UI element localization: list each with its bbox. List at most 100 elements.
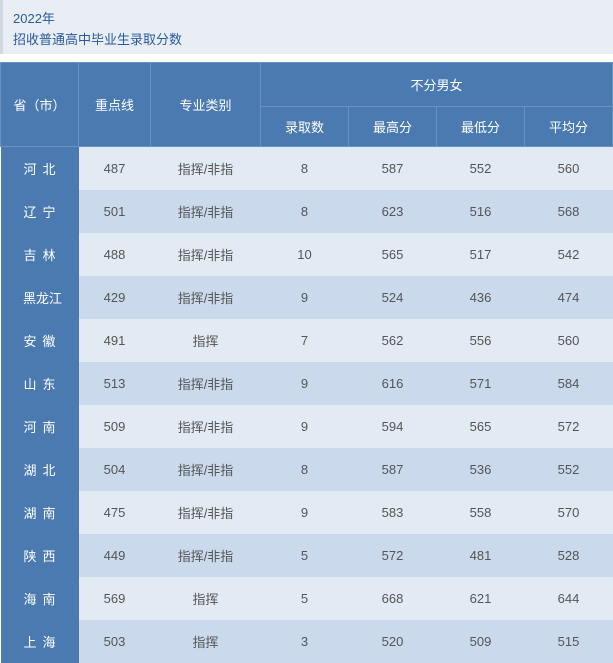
cell-min: 621 bbox=[437, 577, 525, 620]
cell-avg: 515 bbox=[525, 620, 613, 663]
cell-avg: 644 bbox=[525, 577, 613, 620]
cell-max: 565 bbox=[349, 233, 437, 276]
cell-admit: 8 bbox=[261, 190, 349, 233]
table-row: 黑龙江429指挥/非指9524436474 bbox=[1, 276, 613, 319]
cell-max: 562 bbox=[349, 319, 437, 362]
cell-major: 指挥/非指 bbox=[151, 276, 261, 319]
cell-max: 587 bbox=[349, 448, 437, 491]
table-row: 湖南475指挥/非指9583558570 bbox=[1, 491, 613, 534]
cell-avg: 560 bbox=[525, 319, 613, 362]
cell-avg: 568 bbox=[525, 190, 613, 233]
cell-max: 623 bbox=[349, 190, 437, 233]
cell-min: 517 bbox=[437, 233, 525, 276]
cell-major: 指挥/非指 bbox=[151, 362, 261, 405]
cell-keyline: 491 bbox=[79, 319, 151, 362]
cell-admit: 8 bbox=[261, 448, 349, 491]
col-keyline: 重点线 bbox=[79, 63, 151, 147]
cell-max: 587 bbox=[349, 147, 437, 191]
table-row: 山东513指挥/非指9616571584 bbox=[1, 362, 613, 405]
cell-max: 668 bbox=[349, 577, 437, 620]
cell-avg: 542 bbox=[525, 233, 613, 276]
cell-keyline: 503 bbox=[79, 620, 151, 663]
cell-province: 山东 bbox=[1, 362, 79, 405]
cell-province: 吉林 bbox=[1, 233, 79, 276]
cell-admit: 9 bbox=[261, 405, 349, 448]
cell-major: 指挥/非指 bbox=[151, 190, 261, 233]
table-row: 湖北504指挥/非指8587536552 bbox=[1, 448, 613, 491]
cell-min: 516 bbox=[437, 190, 525, 233]
cell-admit: 5 bbox=[261, 534, 349, 577]
cell-major: 指挥/非指 bbox=[151, 405, 261, 448]
cell-avg: 584 bbox=[525, 362, 613, 405]
cell-min: 558 bbox=[437, 491, 525, 534]
cell-province: 河北 bbox=[1, 147, 79, 191]
cell-major: 指挥 bbox=[151, 577, 261, 620]
cell-admit: 9 bbox=[261, 491, 349, 534]
table-head: 省（市） 重点线 专业类别 不分男女 录取数 最高分 最低分 平均分 bbox=[1, 63, 613, 147]
cell-major: 指挥/非指 bbox=[151, 534, 261, 577]
cell-major: 指挥/非指 bbox=[151, 491, 261, 534]
cell-avg: 572 bbox=[525, 405, 613, 448]
cell-max: 572 bbox=[349, 534, 437, 577]
cell-keyline: 513 bbox=[79, 362, 151, 405]
table-row: 河南509指挥/非指9594565572 bbox=[1, 405, 613, 448]
cell-province: 海南 bbox=[1, 577, 79, 620]
cell-admit: 9 bbox=[261, 362, 349, 405]
cell-keyline: 429 bbox=[79, 276, 151, 319]
cell-avg: 528 bbox=[525, 534, 613, 577]
cell-min: 565 bbox=[437, 405, 525, 448]
cell-admit: 9 bbox=[261, 276, 349, 319]
table-row: 上海503指挥3520509515 bbox=[1, 620, 613, 663]
cell-avg: 560 bbox=[525, 147, 613, 191]
cell-province: 湖北 bbox=[1, 448, 79, 491]
col-group: 不分男女 bbox=[261, 63, 613, 107]
cell-keyline: 504 bbox=[79, 448, 151, 491]
cell-province: 安徽 bbox=[1, 319, 79, 362]
cell-min: 552 bbox=[437, 147, 525, 191]
table-row: 安徽491指挥7562556560 bbox=[1, 319, 613, 362]
table-row: 陕西449指挥/非指5572481528 bbox=[1, 534, 613, 577]
cell-admit: 3 bbox=[261, 620, 349, 663]
cell-min: 536 bbox=[437, 448, 525, 491]
cell-province: 陕西 bbox=[1, 534, 79, 577]
cell-keyline: 501 bbox=[79, 190, 151, 233]
table-row: 海南569指挥5668621644 bbox=[1, 577, 613, 620]
cell-avg: 552 bbox=[525, 448, 613, 491]
col-avg: 平均分 bbox=[525, 107, 613, 147]
cell-admit: 8 bbox=[261, 147, 349, 191]
table-body: 河北487指挥/非指8587552560辽宁501指挥/非指8623516568… bbox=[1, 147, 613, 663]
cell-major: 指挥 bbox=[151, 620, 261, 663]
cell-avg: 474 bbox=[525, 276, 613, 319]
col-province: 省（市） bbox=[1, 63, 79, 147]
cell-avg: 570 bbox=[525, 491, 613, 534]
cell-province: 湖南 bbox=[1, 491, 79, 534]
cell-admit: 5 bbox=[261, 577, 349, 620]
cell-min: 571 bbox=[437, 362, 525, 405]
table-row: 辽宁501指挥/非指8623516568 bbox=[1, 190, 613, 233]
cell-major: 指挥/非指 bbox=[151, 147, 261, 191]
cell-min: 481 bbox=[437, 534, 525, 577]
cell-province: 上海 bbox=[1, 620, 79, 663]
cell-major: 指挥 bbox=[151, 319, 261, 362]
cell-keyline: 488 bbox=[79, 233, 151, 276]
cell-major: 指挥/非指 bbox=[151, 448, 261, 491]
cell-admit: 7 bbox=[261, 319, 349, 362]
page-header: 2022年 招收普通高中毕业生录取分数 bbox=[0, 0, 613, 54]
cell-max: 594 bbox=[349, 405, 437, 448]
cell-keyline: 487 bbox=[79, 147, 151, 191]
col-admit: 录取数 bbox=[261, 107, 349, 147]
cell-max: 583 bbox=[349, 491, 437, 534]
col-min: 最低分 bbox=[437, 107, 525, 147]
cell-min: 556 bbox=[437, 319, 525, 362]
cell-keyline: 475 bbox=[79, 491, 151, 534]
cell-keyline: 509 bbox=[79, 405, 151, 448]
cell-province: 辽宁 bbox=[1, 190, 79, 233]
cell-province: 河南 bbox=[1, 405, 79, 448]
cell-min: 509 bbox=[437, 620, 525, 663]
col-major: 专业类别 bbox=[151, 63, 261, 147]
header-year: 2022年 bbox=[13, 8, 603, 27]
cell-admit: 10 bbox=[261, 233, 349, 276]
cell-max: 520 bbox=[349, 620, 437, 663]
table-row: 吉林488指挥/非指10565517542 bbox=[1, 233, 613, 276]
cell-major: 指挥/非指 bbox=[151, 233, 261, 276]
